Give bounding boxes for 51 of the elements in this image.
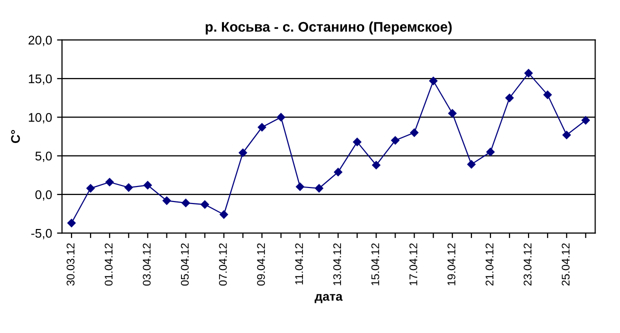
x-tick-label: 25.04.12: [562, 243, 570, 286]
point: [486, 148, 495, 156]
point: [144, 181, 152, 190]
x-tick-label: 30.03.12: [66, 243, 75, 286]
y-tick-label: 10,0: [28, 113, 52, 124]
point: [524, 69, 533, 78]
point: [182, 198, 190, 208]
x-tick-label: 07.04.12: [218, 243, 227, 286]
x-tick-label: 19.04.12: [447, 243, 456, 286]
point: [220, 210, 228, 219]
x-tick-label: 15.04.12: [371, 243, 380, 286]
x-tick-label: 23.04.12: [524, 243, 532, 286]
point: [391, 136, 400, 145]
point: [162, 196, 171, 205]
point: [258, 123, 266, 132]
point: [562, 130, 571, 140]
x-axis-title: дата: [314, 294, 343, 304]
point: [200, 200, 209, 209]
y-tick-label: 0,0: [35, 190, 52, 201]
y-tick-label: -5,0: [31, 228, 52, 240]
point: [467, 160, 476, 168]
y-tick-label: 5,0: [35, 152, 52, 162]
x-tick-label: 03.04.12: [142, 243, 151, 286]
y-axis-title: С°: [11, 130, 20, 144]
point: [314, 184, 324, 192]
point: [238, 148, 248, 157]
point: [334, 168, 342, 176]
point: [372, 160, 380, 170]
point: [410, 128, 418, 137]
point: [429, 76, 438, 86]
point: [86, 184, 95, 192]
y-tick-label: 15,0: [28, 74, 52, 85]
point: [67, 218, 76, 228]
point: [543, 90, 552, 99]
x-tick-label: 09.04.12: [257, 243, 265, 286]
point: [448, 109, 457, 118]
point: [505, 94, 514, 102]
x-tick-label: 01.04.12: [104, 243, 113, 286]
point: [353, 138, 362, 146]
point: [582, 116, 590, 124]
x-tick-label: 17.04.12: [409, 243, 418, 286]
chart-title: р. Косьва - с. Останино (Перемское): [206, 22, 452, 35]
x-tick-label: 13.04.12: [333, 243, 342, 286]
point: [124, 183, 133, 192]
x-tick-label: 21.04.12: [486, 243, 494, 286]
x-tick-label: 05.04.12: [180, 243, 189, 286]
point: [105, 178, 114, 186]
y-tick-label: 20,0: [28, 36, 52, 46]
point: [276, 113, 286, 122]
point: [296, 182, 304, 191]
x-tick-label: 11.04.12: [295, 243, 304, 284]
